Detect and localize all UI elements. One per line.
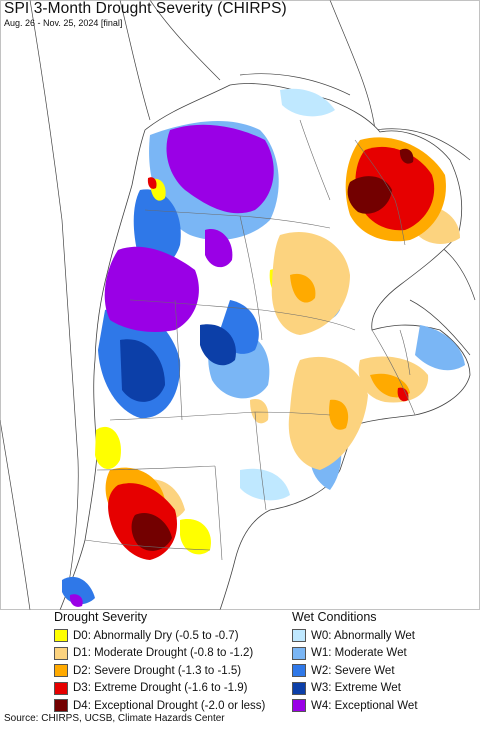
drought-map <box>0 0 480 610</box>
source-credit: Source: CHIRPS, UCSB, Climate Hazards Ce… <box>4 713 225 724</box>
severity-fields <box>62 88 465 607</box>
legend-label-d0: D0: Abnormally Dry (-0.5 to -0.7) <box>73 629 239 642</box>
legend-label-w0: W0: Abnormally Wet <box>311 629 415 642</box>
legend-item-w2: W2: Severe Wet <box>292 662 418 680</box>
legend-label-w3: W3: Extreme Wet <box>311 682 401 695</box>
legend-label-w2: W2: Severe Wet <box>311 664 395 677</box>
swatch-d4 <box>54 699 68 713</box>
swatch-w4 <box>292 699 306 713</box>
neighbor-outlines <box>0 0 476 610</box>
legend-item-w4: W4: Exceptional Wet <box>292 697 418 715</box>
wet-legend: Wet Conditions W0: Abnormally Wet W1: Mo… <box>292 610 418 715</box>
legend-item-d3: D3: Extreme Drought (-1.6 to -1.9) <box>54 680 265 698</box>
legend-item-d4: D4: Exceptional Drought (-2.0 or less) <box>54 697 265 715</box>
legend-label-d1: D1: Moderate Drought (-0.8 to -1.2) <box>73 647 254 660</box>
legend: Drought Severity D0: Abnormally Dry (-0.… <box>0 610 480 713</box>
wet-legend-title: Wet Conditions <box>292 610 377 624</box>
swatch-d2 <box>54 664 68 678</box>
map-title: SPI 3-Month Drought Severity (CHIRPS) <box>4 0 287 17</box>
drought-legend-title: Drought Severity <box>54 610 148 624</box>
swatch-d3 <box>54 681 68 695</box>
legend-item-w3: W3: Extreme Wet <box>292 680 418 698</box>
drought-legend: Drought Severity D0: Abnormally Dry (-0.… <box>54 610 265 715</box>
swatch-w0 <box>292 629 306 643</box>
swatch-w2 <box>292 664 306 678</box>
legend-label-w4: W4: Exceptional Wet <box>311 699 418 712</box>
legend-label-d3: D3: Extreme Drought (-1.6 to -1.9) <box>73 682 248 695</box>
legend-label-d4: D4: Exceptional Drought (-2.0 or less) <box>73 699 266 712</box>
swatch-d1 <box>54 646 68 660</box>
map-subtitle: Aug. 26 - Nov. 25, 2024 [final] <box>4 18 123 28</box>
legend-item-d2: D2: Severe Drought (-1.3 to -1.5) <box>54 662 265 680</box>
swatch-w3 <box>292 681 306 695</box>
legend-item-d0: D0: Abnormally Dry (-0.5 to -0.7) <box>54 627 265 645</box>
admin-boundaries <box>84 119 416 561</box>
legend-label-w1: W1: Moderate Wet <box>311 647 407 660</box>
legend-item-w1: W1: Moderate Wet <box>292 645 418 663</box>
swatch-d0 <box>54 629 68 643</box>
swatch-w1 <box>292 646 306 660</box>
legend-item-d1: D1: Moderate Drought (-0.8 to -1.2) <box>54 645 265 663</box>
legend-label-d2: D2: Severe Drought (-1.3 to -1.5) <box>73 664 242 677</box>
legend-item-w0: W0: Abnormally Wet <box>292 627 418 645</box>
